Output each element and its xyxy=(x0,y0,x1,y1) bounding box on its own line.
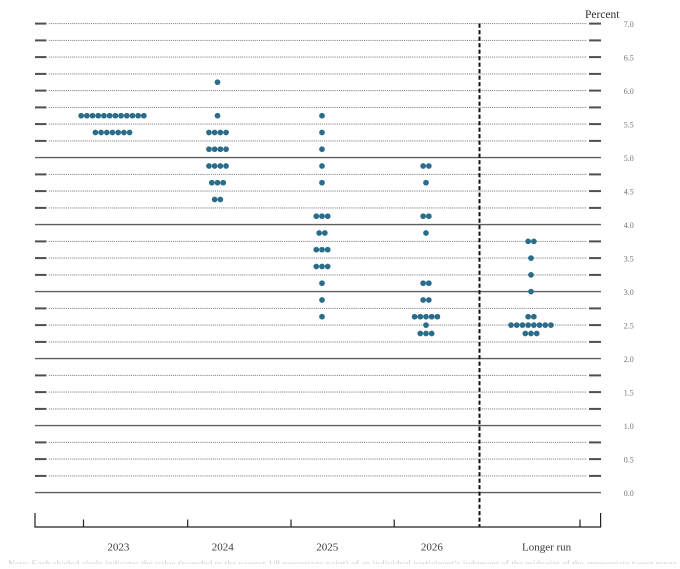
svg-text:2026: 2026 xyxy=(421,541,444,553)
svg-text:Note: Each shaded circle indic: Note: Each shaded circle indicates the v… xyxy=(8,559,677,564)
svg-text:2.0: 2.0 xyxy=(624,355,634,364)
svg-text:5.5: 5.5 xyxy=(624,121,634,130)
svg-text:6.5: 6.5 xyxy=(624,54,634,63)
svg-text:1.5: 1.5 xyxy=(624,389,634,398)
svg-text:5.0: 5.0 xyxy=(624,154,634,163)
svg-text:2024: 2024 xyxy=(212,541,235,553)
svg-text:Longer run: Longer run xyxy=(522,541,572,553)
svg-text:2.5: 2.5 xyxy=(624,322,634,331)
svg-text:0.0: 0.0 xyxy=(624,489,634,498)
svg-text:4.0: 4.0 xyxy=(624,221,634,230)
svg-text:1.0: 1.0 xyxy=(624,422,634,431)
svg-text:Percent: Percent xyxy=(585,9,620,21)
svg-text:3.5: 3.5 xyxy=(624,255,634,264)
svg-text:2023: 2023 xyxy=(107,541,130,553)
svg-text:3.0: 3.0 xyxy=(624,288,634,297)
svg-text:0.5: 0.5 xyxy=(624,456,634,465)
svg-text:4.5: 4.5 xyxy=(624,188,634,197)
svg-text:2025: 2025 xyxy=(316,541,339,553)
svg-text:6.0: 6.0 xyxy=(624,87,634,96)
svg-text:7.0: 7.0 xyxy=(624,20,634,29)
